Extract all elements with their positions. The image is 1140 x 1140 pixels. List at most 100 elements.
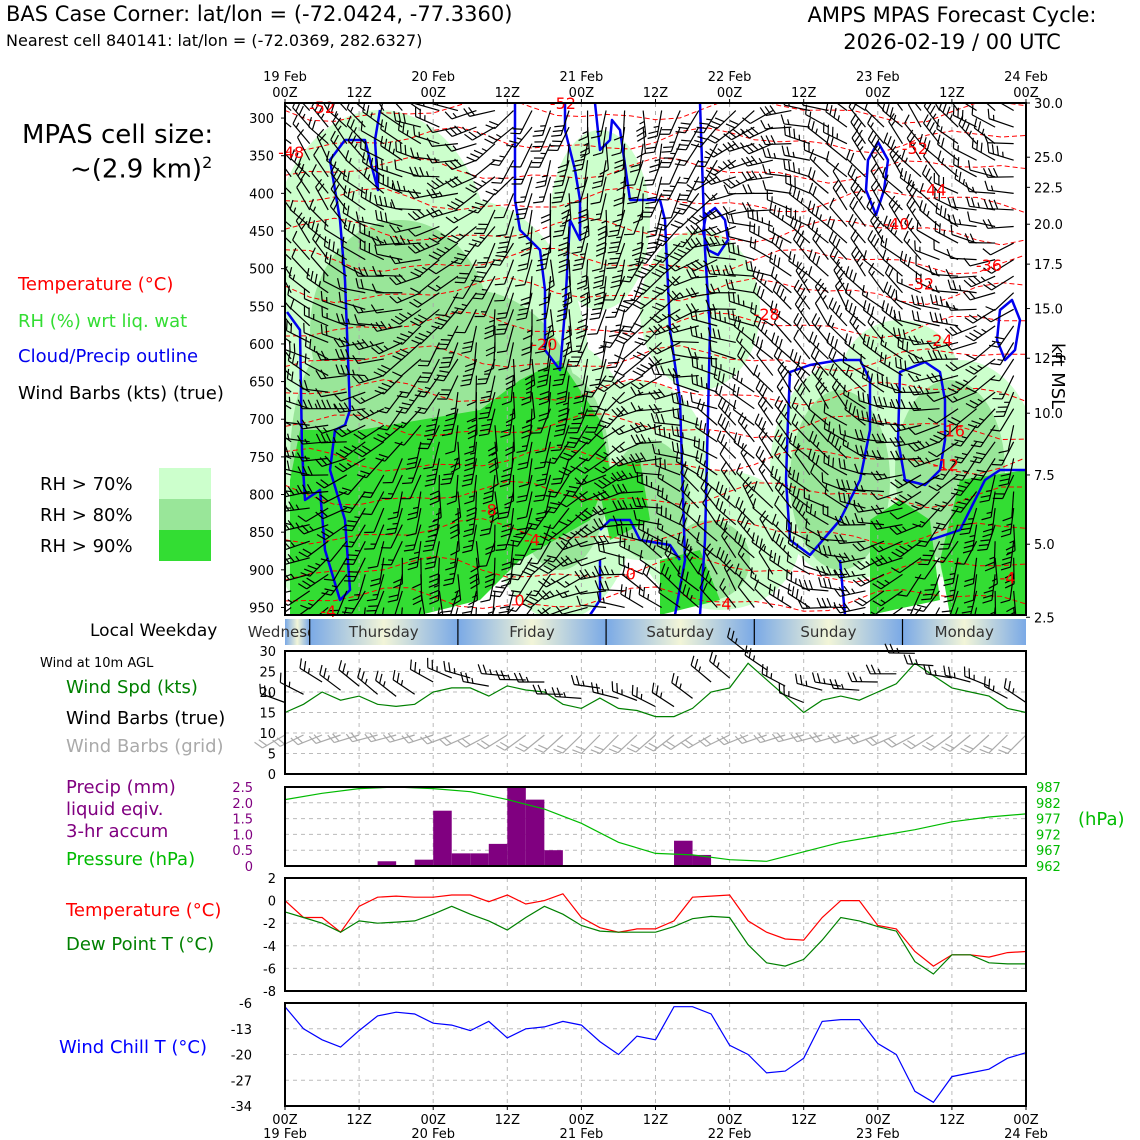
wind-barb-shaft	[584, 457, 607, 474]
wind-barb-tick	[684, 461, 687, 467]
wind-barb	[373, 358, 403, 377]
wind-barb-shaft	[418, 275, 440, 294]
wind-barb-tick	[802, 295, 807, 301]
wind-barb-shaft	[700, 487, 718, 509]
wind-barb-tick	[334, 117, 342, 127]
wind-barb-tick	[474, 232, 484, 235]
wind-barb-tick	[320, 494, 329, 502]
wind-barb-tick	[665, 325, 671, 331]
wind-barb	[338, 474, 366, 496]
wind-barb	[769, 251, 792, 277]
wind-barb	[439, 342, 459, 369]
wind-barb	[687, 347, 718, 360]
wind-barb-tick	[298, 551, 308, 558]
wind-barb-shaft	[494, 176, 514, 196]
wind-barb-tick	[424, 483, 435, 487]
wind-barb-shaft	[414, 135, 440, 145]
wind-barb-shaft	[376, 242, 403, 246]
wind-barb-tick	[703, 482, 710, 493]
wind-barb-tick	[322, 271, 325, 281]
wind-barb	[854, 463, 885, 476]
wind-barb-tick	[772, 513, 777, 524]
wind-barb-tick	[269, 216, 278, 225]
wind-barb	[557, 226, 570, 257]
wind-barb	[298, 573, 329, 590]
wind-barb	[461, 590, 478, 615]
wind-barb-tick	[341, 487, 352, 492]
wind-barb-tick	[311, 220, 316, 230]
wind-barb-tick	[465, 171, 476, 178]
wind-barb	[833, 261, 848, 294]
wind-barb	[774, 396, 792, 426]
wind-barb-tick	[464, 249, 470, 253]
wind-barb-shaft	[685, 159, 700, 184]
wind-barb-shaft	[547, 375, 552, 402]
wind-barb-tick	[676, 442, 680, 453]
wind-barb	[716, 513, 737, 542]
wind-barb-tick	[809, 331, 814, 342]
wind-barb	[727, 308, 755, 327]
wind-barb	[437, 375, 459, 400]
wind-barb-shaft	[394, 242, 421, 246]
wind-barb-tick	[576, 595, 581, 606]
wind-barb-tick	[556, 395, 567, 400]
wind-barb	[787, 466, 811, 493]
wind-barb-shaft	[587, 441, 607, 462]
wind-barb-tick	[468, 523, 475, 526]
wind-barb-shaft	[877, 382, 903, 393]
wind-barb-shaft	[859, 400, 885, 410]
wind-barb	[428, 557, 440, 588]
wind-barb-tick	[574, 494, 583, 503]
wind-barb	[285, 110, 292, 128]
wind-barb-tick	[690, 309, 693, 320]
wind-barb-tick	[294, 152, 299, 163]
wind-barb	[805, 501, 829, 526]
wind-barb-tick	[726, 226, 730, 237]
wind-barb-tick	[351, 223, 355, 234]
wind-barb-tick	[735, 496, 741, 507]
wind-barb	[705, 143, 737, 158]
wind-barb-tick	[590, 218, 601, 222]
wind-barb	[888, 113, 904, 144]
wind-barb	[413, 125, 440, 145]
wind-barb	[648, 403, 681, 414]
wind-barb-shaft	[457, 491, 462, 518]
wind-barb-tick	[623, 233, 634, 236]
wind-barb-tick	[849, 269, 854, 280]
wind-barb-tick	[646, 528, 649, 534]
wind-barb-tick	[593, 279, 604, 284]
wind-barb-shaft	[324, 261, 348, 277]
wind-barb-tick	[601, 379, 612, 383]
wind-barb	[381, 540, 403, 566]
wind-barb-tick	[412, 599, 423, 606]
wind-barb-tick	[796, 543, 799, 549]
wind-barb-tick	[713, 173, 721, 182]
wind-barb-tick	[577, 318, 588, 324]
wind-barb	[510, 540, 533, 565]
wind-barb-tick	[516, 317, 527, 321]
wind-barb-shaft	[475, 143, 496, 162]
wind-barb	[573, 358, 589, 388]
wind-barb-shaft	[897, 281, 922, 294]
wind-barb-tick	[838, 603, 846, 613]
wind-barb-tick	[857, 390, 860, 401]
wind-barb-tick	[490, 263, 501, 266]
wind-barb-tick	[388, 559, 394, 561]
wind-barb-tick	[287, 553, 295, 563]
wind-barb-tick	[462, 126, 467, 132]
wind-barb-tick	[574, 585, 581, 595]
wind-barb-tick	[736, 463, 741, 473]
wind-barb-tick	[779, 537, 784, 547]
wind-barb	[850, 229, 866, 260]
wind-barb	[809, 148, 829, 178]
wind-barb-tick	[791, 496, 798, 506]
wind-barb	[803, 140, 829, 161]
wind-barb-shaft	[765, 143, 792, 146]
wind-barb-shaft	[820, 538, 847, 542]
wind-barb-tick	[626, 572, 629, 579]
wind-barb-tick	[525, 567, 536, 573]
wind-barb-tick	[550, 502, 560, 506]
wind-barb-tick	[648, 347, 658, 355]
wind-barb-tick	[900, 399, 906, 409]
wind-barb-tick	[614, 354, 624, 360]
